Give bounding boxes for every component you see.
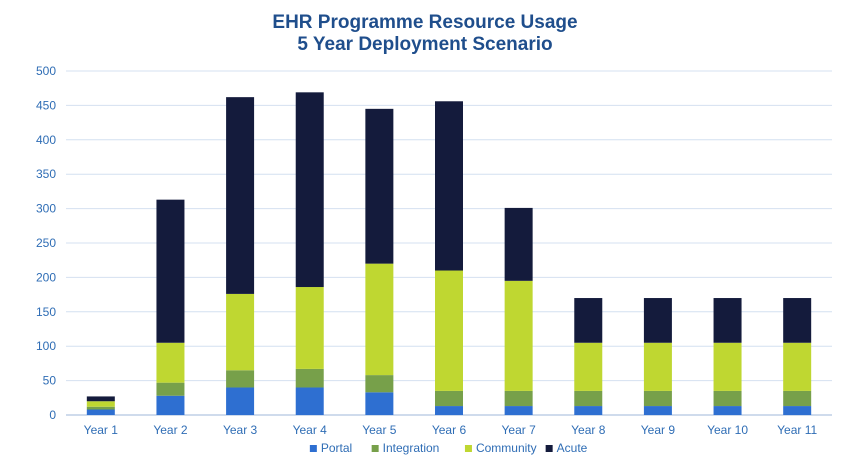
bar-portal [86, 409, 115, 415]
bar-community [435, 270, 463, 391]
bar-integration [713, 390, 742, 407]
y-tick-label: 400 [36, 133, 56, 147]
bar-integration [783, 390, 812, 407]
y-tick-label: 500 [36, 64, 56, 78]
bar-portal [643, 406, 672, 415]
bar-portal [435, 406, 463, 415]
bar-acute [156, 199, 185, 343]
bar-acute [643, 298, 672, 343]
legend-swatch [545, 445, 553, 452]
bar-community [156, 342, 185, 383]
bar-integration [574, 390, 603, 407]
y-tick-label: 300 [36, 202, 56, 216]
y-tick-label: 150 [36, 305, 56, 319]
bar-acute [86, 396, 115, 402]
bar-portal [783, 406, 812, 415]
bar-integration [643, 390, 672, 407]
bar-portal [156, 395, 185, 415]
legend-entry: Portal [321, 441, 352, 455]
y-tick-label: 50 [43, 374, 57, 388]
chart-subtitle: 5 Year Deployment Scenario [297, 34, 553, 55]
x-tick-label: Year 5 [362, 423, 397, 437]
legend-swatch [464, 445, 472, 452]
bar-portal [574, 406, 603, 415]
x-tick-label: Year 7 [502, 423, 537, 437]
bar-acute [365, 108, 394, 264]
legend-entry: Community [476, 441, 537, 455]
bar-community [713, 342, 742, 391]
bar-integration [295, 368, 324, 388]
y-tick-label: 200 [36, 270, 56, 284]
bar-community [295, 287, 324, 369]
y-tick-label: 0 [49, 408, 56, 422]
bar-integration [226, 370, 255, 388]
bar-acute [783, 298, 812, 343]
legend-swatch [371, 445, 379, 452]
bar-portal [504, 406, 533, 415]
bar-acute [574, 298, 603, 343]
bar-acute [226, 97, 255, 294]
bar-community [504, 280, 533, 391]
bar-integration [435, 390, 463, 407]
y-tick-label: 250 [36, 236, 56, 250]
bar-acute [504, 207, 533, 281]
bar-acute [713, 298, 742, 343]
legend-swatch [309, 445, 317, 452]
bar-acute [435, 101, 463, 271]
y-tick-label: 100 [36, 339, 56, 353]
chart-title: EHR Programme Resource Usage [272, 12, 578, 33]
x-tick-label: Year 4 [293, 423, 328, 437]
bar-community [365, 263, 394, 376]
x-tick-label: Year 10 [707, 423, 748, 437]
bar-acute [295, 92, 324, 288]
bar-integration [365, 375, 394, 393]
bar-integration [86, 406, 115, 410]
x-tick-label: Year 6 [432, 423, 467, 437]
x-tick-label: Year 1 [84, 423, 119, 437]
bar-community [86, 401, 115, 407]
y-tick-label: 450 [36, 98, 56, 112]
bar-community [643, 342, 672, 391]
x-tick-label: Year 2 [153, 423, 188, 437]
y-tick-label: 350 [36, 167, 56, 181]
bar-integration [156, 382, 185, 396]
bar-portal [365, 392, 394, 415]
legend-entry: Acute [557, 441, 588, 455]
legend-entry: Integration [383, 441, 440, 455]
bar-portal [295, 387, 324, 415]
x-tick-label: Year 8 [571, 423, 606, 437]
bar-portal [226, 387, 255, 415]
bar-community [574, 342, 603, 391]
bar-portal [713, 406, 742, 415]
x-tick-label: Year 9 [641, 423, 676, 437]
x-tick-label: Year 3 [223, 423, 258, 437]
bar-community [783, 342, 812, 391]
bar-community [226, 293, 255, 371]
x-tick-label: Year 11 [777, 423, 817, 437]
bar-integration [504, 390, 533, 407]
